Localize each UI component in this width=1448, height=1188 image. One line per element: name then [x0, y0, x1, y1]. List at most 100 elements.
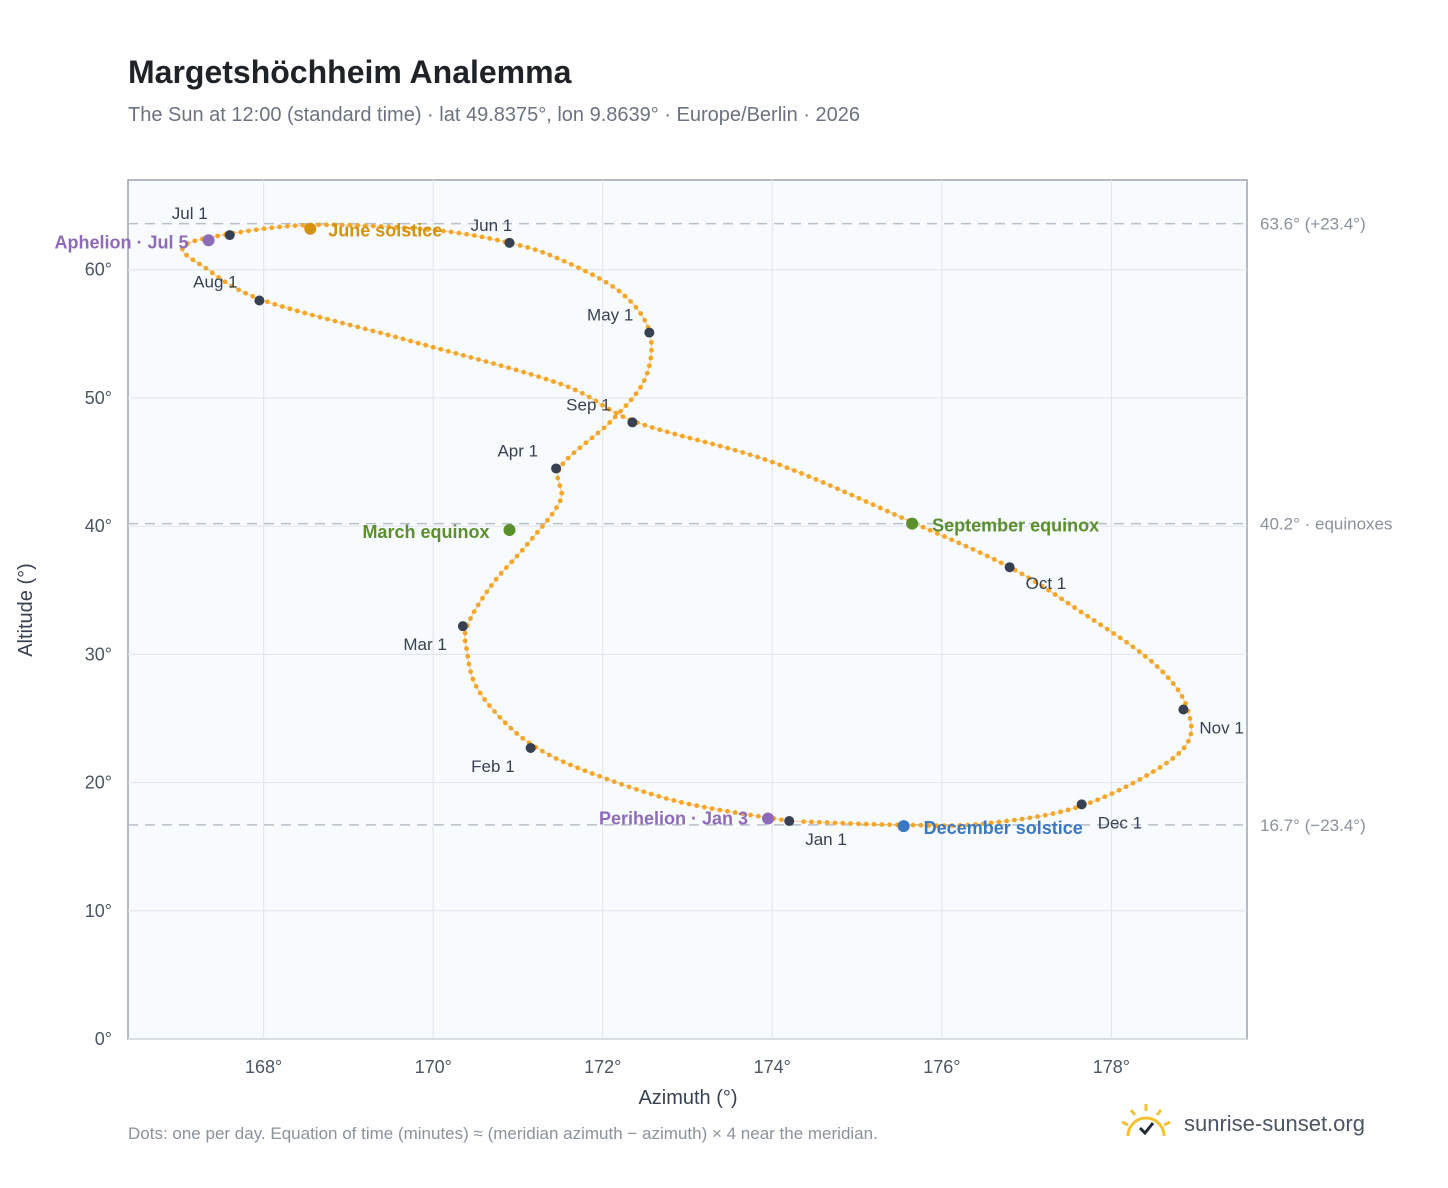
month-marker-dot[interactable] [627, 417, 638, 428]
day-dot [294, 308, 300, 314]
month-marker-dot[interactable] [525, 742, 536, 753]
day-dot [378, 224, 384, 229]
plot-area [127, 179, 1248, 1040]
day-dot [488, 583, 494, 588]
day-dot [502, 720, 508, 726]
day-dot [603, 279, 609, 285]
day-dot [1165, 675, 1171, 681]
day-dot [977, 550, 983, 556]
month-marker-dot[interactable] [254, 295, 265, 306]
day-dot [316, 222, 321, 228]
day-dot [1188, 723, 1194, 729]
day-dot [1095, 797, 1101, 803]
day-dot [644, 370, 650, 376]
month-marker-dot[interactable] [784, 816, 795, 827]
day-dot [1136, 649, 1142, 654]
month-marker-dot[interactable] [1076, 799, 1087, 810]
analemma-curve [179, 222, 1194, 829]
day-dot [1046, 587, 1051, 593]
month-marker-label: Jul 1 [172, 204, 208, 223]
day-dot [477, 690, 483, 696]
x-tick-label: 170° [415, 1057, 452, 1077]
day-dot [1091, 618, 1097, 623]
month-marker-label: Mar 1 [403, 635, 446, 654]
chart-subtitle: The Sun at 12:00 (standard time) · lat 4… [128, 104, 860, 126]
day-dot [1035, 814, 1040, 819]
day-dot [519, 547, 525, 553]
y-tick-label: 60° [85, 260, 112, 280]
day-dot [331, 222, 337, 228]
event-marker-dot[interactable] [897, 820, 910, 833]
day-dot [184, 252, 189, 258]
day-dot [687, 435, 693, 441]
day-dot [487, 703, 492, 708]
day-dot [604, 776, 610, 782]
day-dot [755, 813, 761, 819]
month-marker-dot[interactable] [1178, 704, 1189, 715]
day-dot [927, 527, 933, 533]
month-marker-dot[interactable] [504, 237, 515, 248]
month-marker-dot[interactable] [1004, 562, 1015, 573]
day-dot [620, 414, 626, 419]
month-marker-label: Apr 1 [497, 441, 538, 460]
month-marker-dot[interactable] [644, 327, 655, 338]
brand-logo[interactable]: sunrise-sunset.org [1120, 1100, 1365, 1148]
day-dot [559, 490, 565, 496]
day-dot [521, 369, 527, 375]
day-dot [628, 299, 634, 304]
x-tick-label: 178° [1093, 1057, 1130, 1077]
event-markers: June solstice March equinox September equi… [55, 221, 1100, 838]
day-dot [1170, 681, 1176, 686]
day-dot [540, 523, 545, 529]
month-marker-dot[interactable] [224, 230, 235, 241]
day-dot [1148, 658, 1154, 664]
day-dot [347, 222, 353, 228]
sun-check-icon [1120, 1102, 1172, 1147]
day-dot [222, 279, 228, 285]
event-marker-dot[interactable] [304, 222, 317, 235]
day-dot [755, 454, 761, 460]
event-marker-dot[interactable] [906, 517, 919, 530]
day-dot [1026, 575, 1032, 581]
day-dot [547, 252, 553, 258]
event-marker-dot[interactable] [202, 234, 215, 247]
month-marker-dot[interactable] [551, 463, 562, 474]
day-dot [1073, 805, 1079, 811]
day-dot [551, 379, 556, 384]
day-dot [809, 819, 814, 825]
day-dot [769, 459, 775, 465]
day-dot [988, 820, 994, 826]
day-dot [694, 803, 700, 809]
day-dot [1137, 777, 1143, 782]
day-dot [576, 265, 581, 271]
day-dot [725, 445, 731, 451]
day-dot [941, 823, 947, 829]
day-dot [801, 819, 807, 825]
day-dot [543, 376, 549, 382]
month-marker-dot[interactable] [457, 621, 468, 632]
day-dot [347, 322, 353, 328]
day-dot [246, 228, 251, 234]
day-dot [816, 819, 822, 825]
day-dot [560, 461, 566, 467]
day-dot [616, 288, 622, 294]
day-dot [686, 801, 692, 807]
day-dot [856, 495, 862, 501]
day-dot [934, 823, 939, 829]
event-marker-dot[interactable] [762, 812, 775, 825]
day-dot [1059, 596, 1065, 602]
day-dot [476, 357, 481, 362]
day-dot [1117, 635, 1123, 641]
day-dot [877, 505, 883, 511]
day-dot [1019, 816, 1025, 822]
day-dot [339, 222, 345, 228]
day-dot [529, 535, 535, 541]
day-dot [1052, 592, 1058, 597]
event-marker-dot[interactable] [503, 524, 516, 537]
day-dot [513, 367, 519, 373]
day-dot [1124, 639, 1129, 645]
reference-lines: 63.6° (+23.4°) 40.2° · equinoxes 16.7° (−2… [128, 215, 1393, 835]
day-dot [514, 731, 520, 736]
day-dot [1123, 784, 1129, 790]
day-dot [1098, 622, 1104, 628]
